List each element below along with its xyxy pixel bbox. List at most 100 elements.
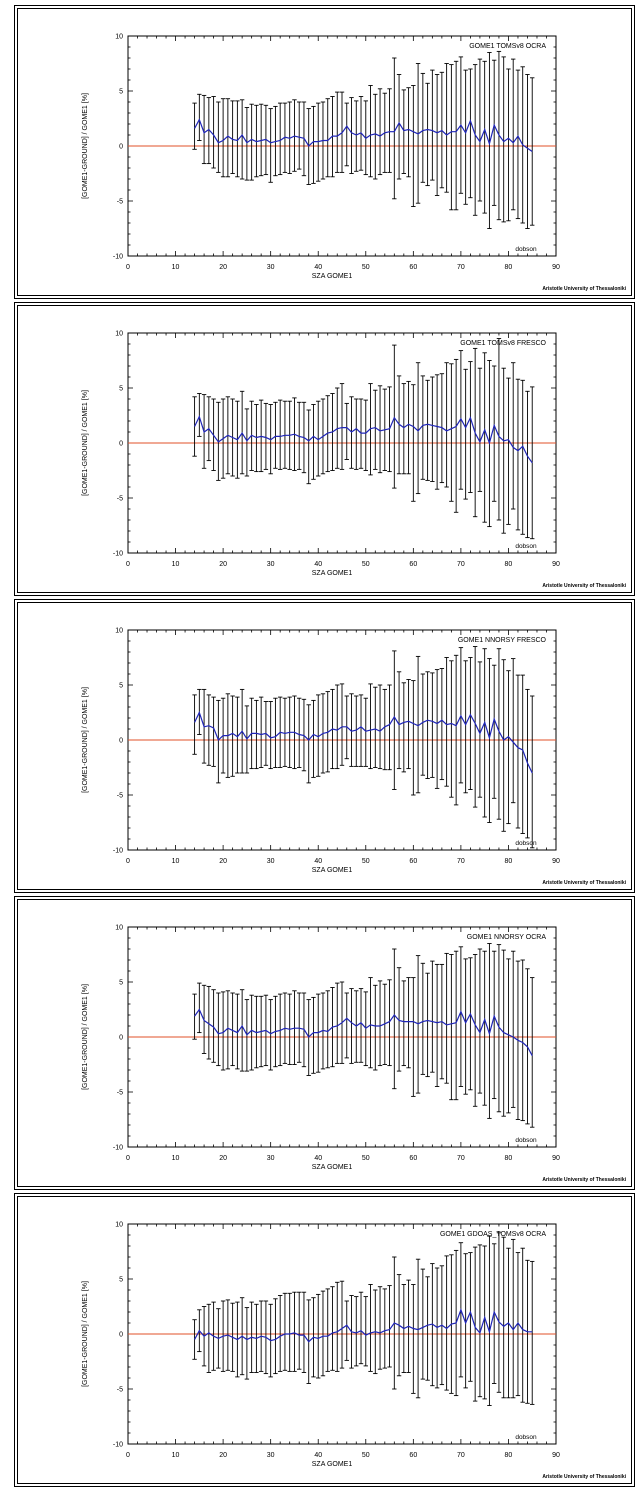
error-bar (530, 1260, 535, 1405)
x-tick-label: 70 (457, 561, 465, 568)
error-bar (425, 1276, 430, 1381)
x-tick-label: 40 (314, 264, 322, 271)
x-tick-label: 80 (505, 264, 513, 271)
error-bar (344, 402, 349, 460)
error-bar (420, 72, 426, 183)
error-bar (444, 952, 449, 1084)
chart-panel-frame (17, 602, 632, 890)
x-tick-label: 40 (314, 561, 322, 568)
error-bar (434, 963, 440, 1087)
error-bar (192, 694, 197, 755)
error-bar (335, 684, 340, 770)
error-bar (387, 88, 392, 173)
error-bar (320, 1290, 326, 1377)
error-bar (482, 352, 487, 523)
error-bar (349, 693, 354, 767)
error-bar (396, 74, 402, 180)
y-tick-label: 5 (119, 683, 123, 690)
error-bar (487, 1235, 492, 1406)
chart-panel: 0 10 20 30 40 50 60 70 80 90 -10 -5 0 5 10 GOME1 NNORSY… (14, 896, 635, 1190)
error-bar (368, 977, 373, 1069)
error-bar (420, 375, 426, 480)
chart-svg: 0 10 20 30 40 50 60 70 80 90 -10 -5 0 5 10 GOME1 NNORSY… (82, 628, 627, 887)
error-bar (520, 959, 525, 1122)
error-bar (496, 1232, 502, 1393)
error-bar (525, 74, 530, 229)
x-axis-label: SZA GOME1 (312, 867, 353, 874)
error-bar (335, 91, 340, 173)
error-bar (325, 98, 330, 178)
x-tick-label: 20 (219, 1452, 227, 1459)
error-bar (430, 672, 435, 778)
error-bar (325, 1288, 330, 1372)
credit-text: Aristotle University of Thessaloniki (542, 1177, 626, 1183)
error-bar (377, 88, 383, 176)
chart-panel-frame (17, 8, 632, 296)
error-bar (354, 1296, 359, 1367)
error-bar (277, 399, 283, 470)
error-bar (239, 99, 245, 180)
x-tick-label: 50 (362, 858, 370, 865)
error-bar (363, 1296, 368, 1367)
error-bar (268, 701, 273, 770)
y-tick-label: 0 (119, 144, 123, 151)
y-tick-label: 0 (119, 1332, 123, 1339)
chart-panel: 0 10 20 30 40 50 60 70 80 90 -10 -5 0 5 10 GOME1 NNORSY… (14, 599, 635, 893)
error-bar (392, 650, 397, 790)
error-bar (520, 379, 525, 535)
error-bar (411, 680, 416, 796)
error-bar (515, 69, 521, 220)
x-tick-label: 0 (126, 1452, 130, 1459)
error-bar (472, 1246, 478, 1402)
chart-title: GOME1 GDOAS_TOMSv8 OCRA (440, 1231, 546, 1238)
error-bar (444, 1255, 449, 1391)
x-tick-label: 10 (172, 1452, 180, 1459)
chart-svg: 0 10 20 30 40 50 60 70 80 90 -10 -5 0 5 10 GOME1 NNORSY… (82, 925, 627, 1184)
error-bar (363, 399, 368, 471)
error-bar (387, 1285, 392, 1368)
credit-text: Aristotle University of Thessaloniki (542, 583, 626, 589)
error-bar (377, 684, 383, 770)
station-annotation: dobson (515, 543, 537, 550)
error-bar (382, 688, 387, 771)
error-bar (392, 948, 397, 1090)
chart-title: GOME1 TOMSv8 OCRA (469, 43, 546, 50)
error-bar (258, 696, 264, 768)
error-bar (373, 93, 378, 180)
error-bar (339, 383, 345, 470)
y-tick-label: -10 (113, 1145, 123, 1152)
y-tick-label: 0 (119, 441, 123, 448)
error-bar (511, 658, 516, 804)
error-bar (511, 1238, 516, 1399)
error-bar (349, 97, 354, 174)
error-bar (406, 679, 411, 770)
error-bar (511, 950, 516, 1108)
y-tick-label: 10 (115, 34, 123, 41)
error-bar (482, 1245, 487, 1400)
error-bar (211, 989, 216, 1063)
error-bar (235, 100, 240, 178)
error-bar (197, 982, 202, 1034)
error-bar (411, 85, 416, 207)
error-bar (496, 944, 502, 1113)
error-bar (297, 101, 302, 170)
error-bar (216, 699, 221, 784)
error-bar (254, 699, 259, 770)
error-bar (201, 94, 207, 165)
error-bar (411, 1284, 416, 1394)
error-bar (316, 694, 321, 777)
error-bar (311, 404, 316, 480)
chart-panel-frame (17, 899, 632, 1187)
x-tick-label: 20 (219, 561, 227, 568)
error-bar (282, 697, 288, 767)
y-tick-label: -5 (117, 793, 123, 800)
error-bar (192, 1319, 197, 1360)
x-axis-label: SZA GOME1 (312, 273, 353, 280)
error-bar (477, 367, 483, 492)
error-bar (354, 100, 359, 172)
error-bar (420, 1268, 426, 1380)
x-tick-label: 0 (126, 561, 130, 568)
error-bar (477, 948, 483, 1094)
x-tick-label: 60 (409, 1452, 417, 1459)
error-bar (415, 362, 421, 495)
